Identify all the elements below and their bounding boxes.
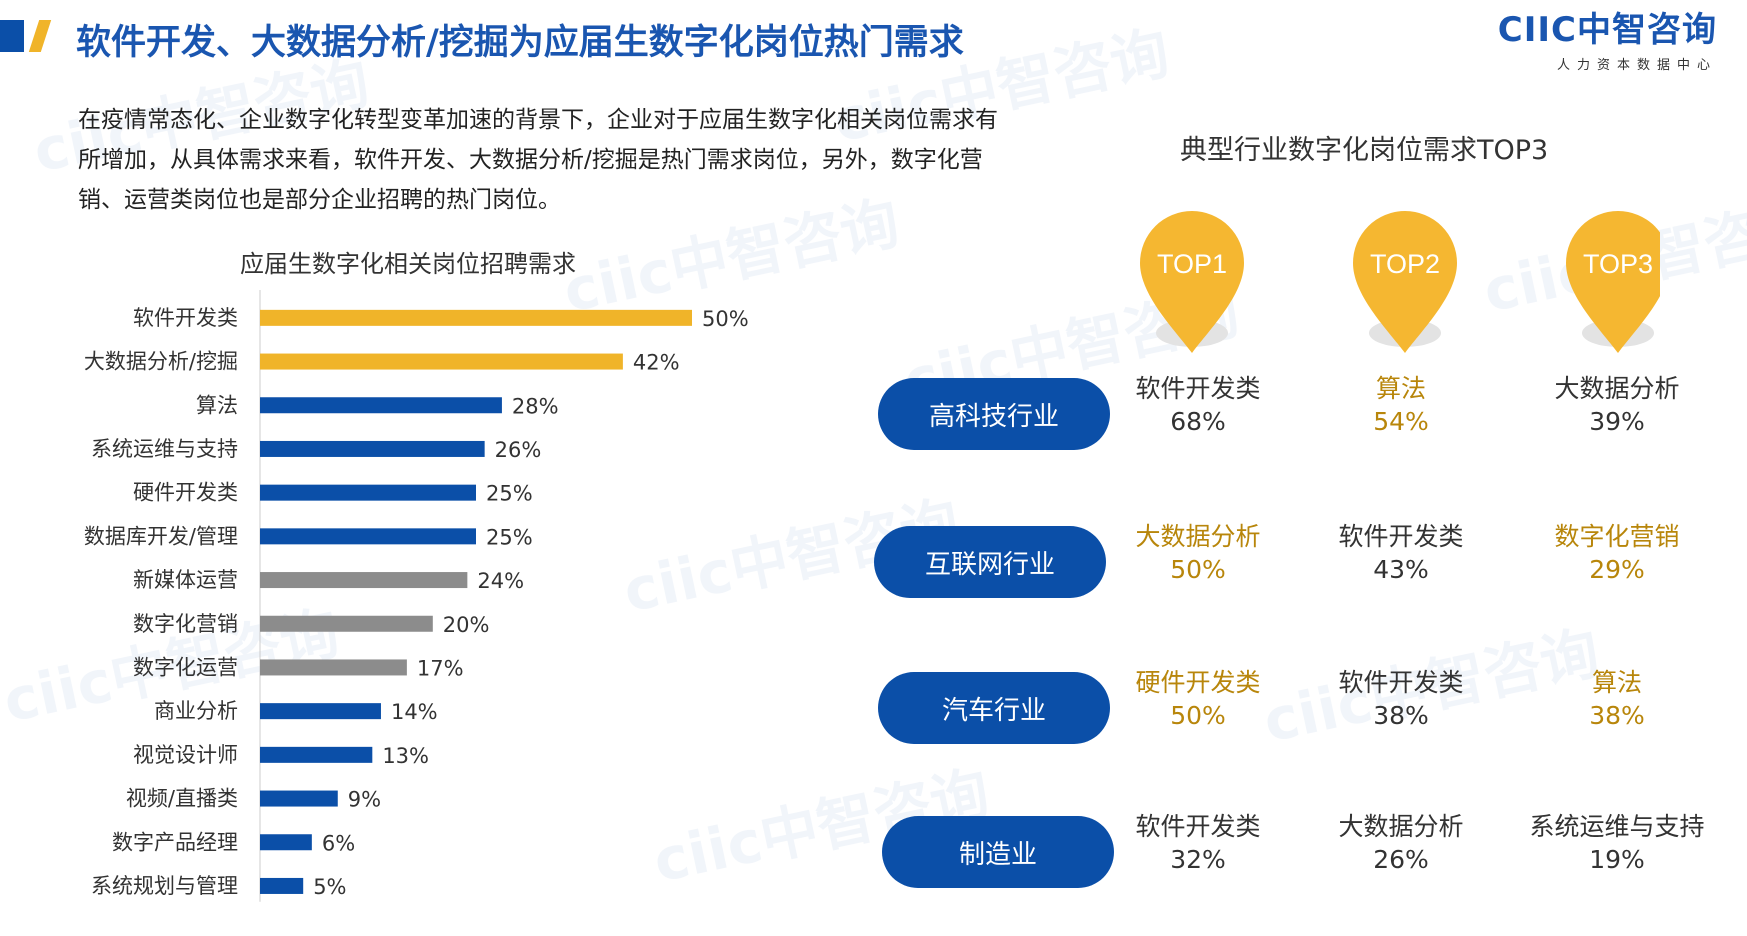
data-label: 26% xyxy=(495,438,542,462)
job-name: 算法 xyxy=(1375,374,1426,403)
category-label: 新媒体运营 xyxy=(133,568,238,592)
bar xyxy=(260,309,692,326)
category-label: 算法 xyxy=(196,393,238,417)
category-label: 数字化营销 xyxy=(133,612,238,636)
bar xyxy=(260,484,476,501)
bar xyxy=(260,615,433,632)
job-name: 数字化营销 xyxy=(1554,522,1680,551)
category-label: 数据库开发/管理 xyxy=(84,524,238,548)
logo-subtitle: 人力资本数据中心 xyxy=(1556,58,1717,73)
job-name: 算法 xyxy=(1591,668,1642,697)
bar xyxy=(260,877,304,894)
data-label: 5% xyxy=(313,875,346,899)
intro-paragraph: 在疫情常态化、企业数字化转型变革加速的背景下，企业对于应届生数字化相关岗位需求有… xyxy=(78,107,998,213)
top-job-cell: 软件开发类 38% xyxy=(1301,666,1501,732)
job-percentage: 38% xyxy=(1373,701,1429,730)
job-percentage: 50% xyxy=(1170,701,1226,730)
logo-brand: CIIC中智咨询 xyxy=(1497,10,1717,50)
industry-label: 高科技行业 xyxy=(878,378,1110,450)
job-percentage: 19% xyxy=(1589,845,1645,874)
job-name: 硬件开发类 xyxy=(1135,668,1261,697)
job-percentage: 43% xyxy=(1373,555,1429,584)
job-name: 系统运维与支持 xyxy=(1529,812,1705,841)
rank-label: TOP3 xyxy=(1583,249,1653,279)
category-label: 数字化运营 xyxy=(133,655,238,679)
data-label: 6% xyxy=(322,831,355,855)
data-label: 20% xyxy=(443,613,490,637)
industry-label: 汽车行业 xyxy=(878,672,1110,744)
rank-label: TOP1 xyxy=(1157,249,1227,279)
job-percentage: 68% xyxy=(1170,407,1226,436)
location-pin-icon xyxy=(1566,211,1660,353)
job-percentage: 32% xyxy=(1170,845,1226,874)
category-label: 视觉设计师 xyxy=(133,743,238,767)
bar xyxy=(260,528,476,545)
top-job-cell: 大数据分析 26% xyxy=(1301,810,1501,876)
top-job-cell: 软件开发类 43% xyxy=(1301,520,1501,586)
header-accent-gold xyxy=(28,20,52,52)
data-label: 25% xyxy=(486,525,533,549)
category-label: 软件开发类 xyxy=(133,306,238,330)
data-label: 25% xyxy=(486,482,533,506)
bar xyxy=(260,659,407,676)
bar xyxy=(260,572,468,589)
top-job-cell: 硬件开发类 50% xyxy=(1098,666,1298,732)
category-label: 数字产品经理 xyxy=(112,830,238,854)
industry-label: 制造业 xyxy=(882,816,1114,888)
bar xyxy=(260,834,312,851)
data-label: 24% xyxy=(477,569,524,593)
header-accent-blue xyxy=(0,20,24,52)
top-job-cell: 算法 54% xyxy=(1301,372,1501,438)
data-label: 14% xyxy=(391,700,438,724)
job-percentage: 29% xyxy=(1589,555,1645,584)
category-label: 大数据分析/挖掘 xyxy=(84,350,238,374)
rank-label: TOP2 xyxy=(1370,249,1440,279)
category-label: 商业分析 xyxy=(154,699,238,723)
bar xyxy=(260,440,485,457)
top-job-cell: 软件开发类 68% xyxy=(1098,372,1298,438)
job-percentage: 26% xyxy=(1373,845,1429,874)
job-name: 软件开发类 xyxy=(1135,374,1261,403)
category-label: 硬件开发类 xyxy=(133,481,238,505)
job-name: 大数据分析 xyxy=(1338,812,1464,841)
top-job-cell: 大数据分析 39% xyxy=(1517,372,1717,438)
top-job-cell: 数字化营销 29% xyxy=(1517,520,1717,586)
bar xyxy=(260,353,623,370)
location-pin-icon xyxy=(1140,211,1244,353)
data-label: 28% xyxy=(512,394,559,418)
category-label: 系统规划与管理 xyxy=(91,874,238,898)
job-name: 软件开发类 xyxy=(1338,522,1464,551)
job-percentage: 50% xyxy=(1170,555,1226,584)
company-logo: CIIC中智咨询 人力资本数据中心 xyxy=(1498,12,1717,73)
chart-title: 应届生数字化相关岗位招聘需求 xyxy=(240,250,576,278)
top3-panel-title: 典型行业数字化岗位需求TOP3 xyxy=(1180,135,1549,166)
page-title: 软件开发、大数据分析/挖掘为应届生数字化岗位热门需求 xyxy=(76,23,964,63)
job-percentage: 38% xyxy=(1589,701,1645,730)
data-label: 42% xyxy=(633,351,680,375)
bar xyxy=(260,703,381,720)
job-name: 软件开发类 xyxy=(1338,668,1464,697)
job-name: 大数据分析 xyxy=(1135,522,1261,551)
bar xyxy=(260,397,502,414)
data-label: 50% xyxy=(702,307,749,331)
top-rank-pins: TOP1 TOP2 TOP3 xyxy=(1140,211,1660,353)
job-name: 大数据分析 xyxy=(1554,374,1680,403)
data-label: 13% xyxy=(382,744,429,768)
top-job-cell: 系统运维与支持 19% xyxy=(1517,810,1717,876)
top-job-cell: 算法 38% xyxy=(1517,666,1717,732)
bar-chart: 软件开发类 50% 大数据分析/挖掘 42% 算法 28% 系统运维与支持 26% 硬件开发类 2… xyxy=(84,290,749,902)
data-label: 9% xyxy=(348,788,381,812)
job-percentage: 39% xyxy=(1589,407,1645,436)
category-label: 系统运维与支持 xyxy=(91,437,238,461)
location-pin-icon xyxy=(1353,211,1457,353)
industry-label: 互联网行业 xyxy=(874,526,1106,598)
category-label: 视频/直播类 xyxy=(126,787,238,811)
bar xyxy=(260,790,338,807)
bar xyxy=(260,746,373,763)
top-job-cell: 软件开发类 32% xyxy=(1098,810,1298,876)
job-name: 软件开发类 xyxy=(1135,812,1261,841)
data-label: 17% xyxy=(417,656,464,680)
top-job-cell: 大数据分析 50% xyxy=(1098,520,1298,586)
job-percentage: 54% xyxy=(1373,407,1429,436)
